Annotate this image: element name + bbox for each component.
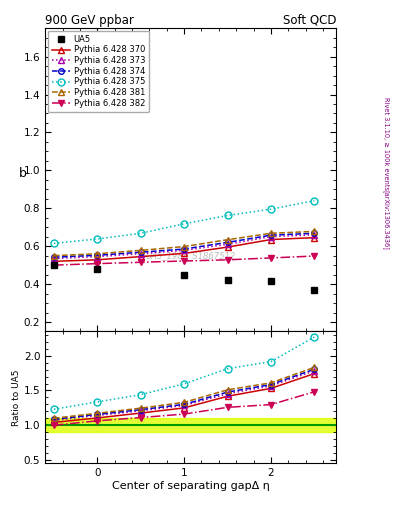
Pythia 6.428 381 bbox=[138, 247, 143, 253]
Line: UA5: UA5 bbox=[50, 262, 318, 293]
Line: Pythia 6.428 373: Pythia 6.428 373 bbox=[51, 232, 317, 261]
Pythia 6.428 373 bbox=[225, 241, 230, 247]
Text: [arXiv:1306.3436]: [arXiv:1306.3436] bbox=[382, 190, 389, 250]
Bar bbox=[45, 418, 336, 432]
Pythia 6.428 382 bbox=[312, 253, 317, 259]
Pythia 6.428 373 bbox=[51, 255, 56, 262]
UA5 bbox=[268, 278, 273, 284]
Pythia 6.428 382 bbox=[225, 257, 230, 263]
UA5 bbox=[95, 266, 100, 272]
Pythia 6.428 374 bbox=[182, 246, 186, 252]
UA5 bbox=[51, 262, 56, 268]
Pythia 6.428 374 bbox=[138, 249, 143, 255]
Pythia 6.428 382 bbox=[268, 255, 273, 261]
Pythia 6.428 374 bbox=[225, 239, 230, 245]
Pythia 6.428 370 bbox=[312, 234, 317, 241]
Pythia 6.428 374 bbox=[312, 230, 317, 237]
Pythia 6.428 375 bbox=[312, 198, 317, 204]
Pythia 6.428 370 bbox=[182, 250, 186, 257]
UA5 bbox=[312, 287, 317, 293]
Text: Soft QCD: Soft QCD bbox=[283, 14, 336, 27]
Pythia 6.428 375 bbox=[51, 240, 56, 246]
Pythia 6.428 370 bbox=[95, 257, 100, 263]
Pythia 6.428 381 bbox=[182, 244, 186, 250]
Pythia 6.428 375 bbox=[225, 212, 230, 219]
Pythia 6.428 381 bbox=[312, 228, 317, 234]
Pythia 6.428 374 bbox=[95, 252, 100, 259]
Pythia 6.428 373 bbox=[138, 251, 143, 257]
Pythia 6.428 375 bbox=[268, 206, 273, 212]
Line: Pythia 6.428 375: Pythia 6.428 375 bbox=[50, 197, 318, 247]
Pythia 6.428 382 bbox=[51, 262, 56, 268]
Line: Pythia 6.428 370: Pythia 6.428 370 bbox=[51, 235, 317, 264]
Text: Rivet 3.1.10, ≥ 100k events: Rivet 3.1.10, ≥ 100k events bbox=[383, 97, 389, 190]
Pythia 6.428 375 bbox=[182, 221, 186, 227]
Line: Pythia 6.428 382: Pythia 6.428 382 bbox=[51, 253, 317, 268]
Pythia 6.428 381 bbox=[51, 252, 56, 259]
Pythia 6.428 373 bbox=[182, 247, 186, 253]
Pythia 6.428 374 bbox=[268, 232, 273, 238]
Pythia 6.428 373 bbox=[95, 253, 100, 260]
Pythia 6.428 381 bbox=[268, 230, 273, 237]
Y-axis label: b: b bbox=[18, 167, 26, 180]
Pythia 6.428 374 bbox=[51, 254, 56, 260]
Pythia 6.428 382 bbox=[95, 261, 100, 267]
X-axis label: Center of separating gapΔ η: Center of separating gapΔ η bbox=[112, 481, 270, 491]
Pythia 6.428 370 bbox=[138, 253, 143, 260]
Pythia 6.428 382 bbox=[182, 258, 186, 264]
Pythia 6.428 381 bbox=[225, 237, 230, 243]
Pythia 6.428 382 bbox=[138, 259, 143, 265]
UA5 bbox=[225, 277, 230, 283]
Text: 900 GeV ppbar: 900 GeV ppbar bbox=[45, 14, 134, 27]
Pythia 6.428 370 bbox=[51, 258, 56, 264]
Pythia 6.428 381 bbox=[95, 251, 100, 257]
UA5 bbox=[182, 271, 186, 278]
Pythia 6.428 375 bbox=[95, 236, 100, 242]
Line: Pythia 6.428 374: Pythia 6.428 374 bbox=[51, 230, 317, 260]
Pythia 6.428 370 bbox=[268, 237, 273, 243]
Line: Pythia 6.428 381: Pythia 6.428 381 bbox=[51, 228, 317, 259]
Pythia 6.428 373 bbox=[312, 232, 317, 238]
Pythia 6.428 373 bbox=[268, 233, 273, 240]
Pythia 6.428 370 bbox=[225, 244, 230, 250]
Text: UA5_1988_S1867512: UA5_1988_S1867512 bbox=[145, 251, 236, 260]
Pythia 6.428 375 bbox=[138, 230, 143, 237]
Y-axis label: Ratio to UA5: Ratio to UA5 bbox=[12, 369, 21, 425]
Legend: UA5, Pythia 6.428 370, Pythia 6.428 373, Pythia 6.428 374, Pythia 6.428 375, Pyt: UA5, Pythia 6.428 370, Pythia 6.428 373,… bbox=[48, 31, 149, 112]
